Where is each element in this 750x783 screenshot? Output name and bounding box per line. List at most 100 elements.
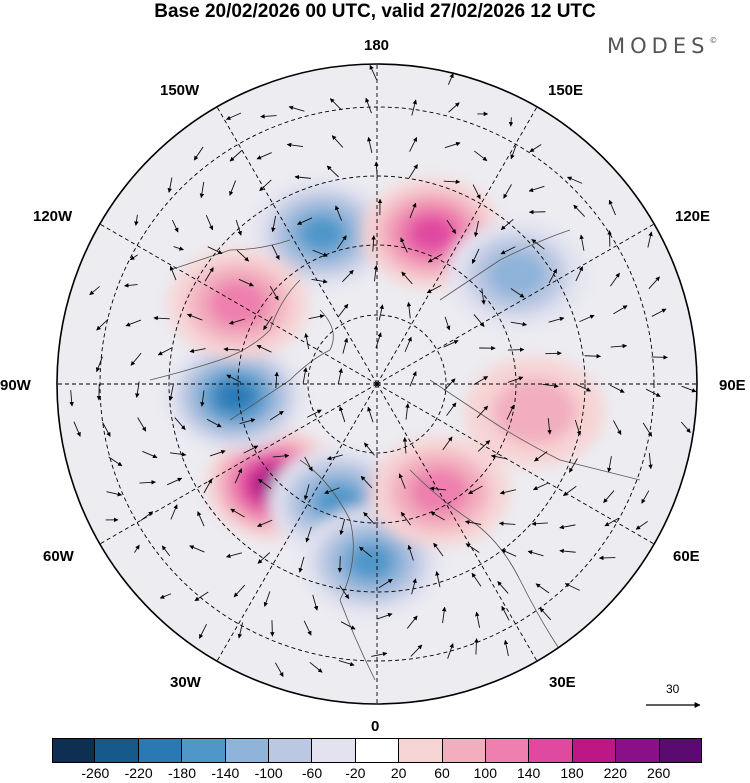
wind-vector [230,508,245,518]
wind-vector [376,613,393,620]
anomaly-aleutian-low [252,178,393,289]
wind-vector [398,473,406,489]
wind-vector [337,303,349,318]
meridian-line [216,106,378,385]
wind-vector [298,556,305,573]
lon-label-90w: 90W [0,377,31,394]
wind-vector [610,343,628,349]
wind-vector [613,305,628,315]
wind-vector [237,622,244,639]
latitude-circle-80 [307,314,447,454]
colorbar-tick-label: 180 [560,765,584,781]
wind-vector [641,490,650,504]
wind-vector [681,385,697,393]
wind-vector [335,205,343,221]
wind-vector [134,544,140,553]
wind-vector [339,518,346,536]
wind-vector [324,487,340,495]
wind-vector [95,356,103,373]
wind-vector [447,73,454,85]
wind-vector [559,548,576,554]
wind-vector [443,378,456,391]
wind-vector [238,278,254,287]
wind-vector [444,316,451,331]
wind-vector [371,235,376,252]
wind-vector [269,410,284,421]
wind-vector [286,142,304,148]
wind-vector [102,422,111,437]
anomaly-contour [298,215,346,252]
wind-vector [604,517,620,527]
wind-vector [405,403,410,420]
wind-vector [312,594,319,611]
wind-vector [274,371,279,389]
wind-vector [433,542,444,557]
wind-vector [409,137,418,152]
wind-vector [336,235,347,250]
wind-vector [464,520,482,525]
wind-vector [435,571,441,588]
wind-vector [500,246,516,255]
wind-vector [635,521,648,530]
wind-vector [257,478,272,490]
wind-vector [548,316,565,323]
wind-vector [236,249,250,262]
meridian-line [376,106,538,385]
wind-vector [584,353,602,359]
wind-vector [270,620,275,637]
wind-vector [256,152,272,160]
wind-vector [331,135,344,148]
colorbar-tick-label: 260 [646,765,671,781]
reference-vector-value: 30 [666,682,680,696]
wind-vector [443,340,459,348]
wind-vector [471,572,482,587]
wind-vector [340,621,356,630]
wind-vector [194,591,209,602]
graticule [57,64,697,704]
wind-vectors [69,64,697,678]
wind-vector [527,550,544,557]
lon-label-90e: 90E [719,377,746,394]
wind-vector [426,284,442,294]
wind-vector [446,402,457,416]
wind-vector [533,482,549,491]
wind-vector [446,219,457,234]
wind-vector [442,436,453,451]
wind-vector [207,246,223,255]
wind-vector [199,181,205,199]
colorbar-tick-label: -20 [345,765,366,781]
wind-vector [490,454,508,460]
wind-vector [411,578,417,595]
colorbar-tick-label: -260 [81,765,110,781]
wind-vector [475,611,481,628]
wind-vector [271,215,277,233]
wind-vector [481,288,486,305]
wind-vector [473,314,485,327]
wind-vector [373,264,379,282]
colorbar-swatch [225,738,270,763]
anomaly-field [165,178,605,617]
wind-vector [288,105,305,112]
colorbar-swatch [442,738,487,763]
wind-vector [477,440,491,452]
wind-vector [573,204,586,217]
wind-vector [441,606,447,624]
latitude-circle-60 [237,244,517,524]
colorbar-swatch [95,738,139,763]
wind-vector [472,184,481,200]
wind-vector [197,511,205,527]
reference-vector: 30 [644,682,704,712]
wind-vector [430,511,445,521]
wind-vector [579,314,595,323]
wind-vector [503,639,509,657]
wind-vector [234,468,243,484]
wind-vector [140,511,154,521]
wind-vector [404,336,412,353]
lon-label-120w: 120W [33,208,73,225]
wind-vector [510,288,525,298]
colorbar-swatch [399,738,443,763]
anomaly-contour [347,543,395,581]
wind-vector [274,662,284,678]
wind-vector [448,102,460,113]
